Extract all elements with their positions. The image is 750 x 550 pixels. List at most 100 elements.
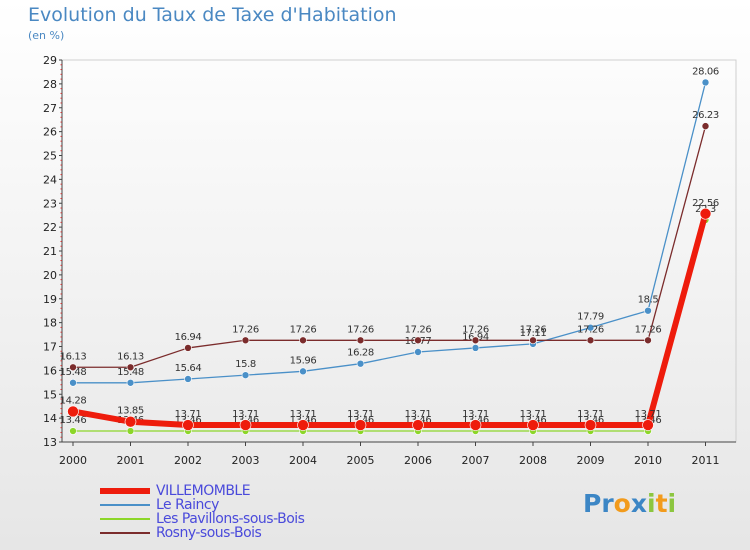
- data-point: [69, 363, 77, 372]
- data-point: [584, 419, 597, 431]
- logo-letter: o: [613, 489, 631, 518]
- data-label: 16.94: [175, 332, 202, 343]
- x-tick-label: 2006: [404, 454, 432, 467]
- x-tick-label: 2005: [347, 454, 375, 467]
- x-tick-label: 2002: [174, 454, 202, 467]
- chart-title: Evolution du Taux de Taxe d'Habitation: [28, 4, 397, 26]
- data-point: [471, 344, 480, 352]
- x-tick-label: 2007: [462, 454, 490, 467]
- data-label: 15.48: [60, 367, 87, 378]
- data-label: 15.96: [290, 355, 317, 366]
- legend-item: VILLEMOMBLE: [100, 483, 360, 499]
- legend-swatch: [100, 504, 150, 506]
- y-tick-label: 28: [43, 78, 57, 91]
- logo-letter: i: [647, 489, 656, 518]
- data-label: 17.79: [577, 312, 604, 323]
- data-point: [469, 419, 482, 431]
- data-label: 13.85: [117, 406, 144, 417]
- data-point: [699, 207, 712, 220]
- logo-letter: P: [583, 489, 602, 518]
- logo-letter: i: [667, 489, 677, 518]
- data-label: 28.06: [692, 66, 719, 77]
- data-label: 13.71: [462, 409, 489, 420]
- y-tick-label: 18: [43, 317, 57, 330]
- data-label: 17.26: [635, 324, 662, 335]
- series-line: [70, 210, 709, 429]
- x-tick-label: 2000: [59, 454, 87, 467]
- data-point: [527, 419, 539, 431]
- data-label: 16.28: [347, 348, 374, 359]
- data-point: [701, 122, 710, 130]
- y-tick-label: 22: [43, 221, 57, 234]
- plot-frame: [61, 59, 737, 443]
- data-point: [586, 323, 595, 332]
- data-label: 14.28: [60, 395, 87, 406]
- x-tick-label: 2003: [232, 454, 260, 467]
- y-tick-label: 16: [43, 364, 57, 377]
- data-point: [126, 363, 135, 372]
- data-label: 17.26: [290, 324, 317, 335]
- data-label: 17.26: [405, 324, 432, 335]
- y-tick-label: 26: [43, 126, 57, 139]
- logo-letter: t: [655, 489, 668, 518]
- x-tick-label: 2011: [692, 454, 720, 467]
- data-point: [124, 415, 137, 428]
- data-label: 17.26: [577, 324, 604, 335]
- data-label: 13.71: [232, 409, 259, 420]
- y-tick-label: 19: [43, 293, 57, 306]
- y-tick-label: 13: [43, 436, 57, 449]
- data-label: 15.64: [175, 363, 202, 374]
- data-point: [701, 78, 710, 87]
- data-label: 13.46: [60, 415, 87, 426]
- data-point: [414, 348, 422, 356]
- data-point: [241, 336, 250, 345]
- y-tick-label: 24: [43, 173, 57, 186]
- data-label: 18.5: [638, 295, 659, 306]
- x-tick-label: 2008: [519, 454, 547, 467]
- data-label: 26.23: [692, 110, 719, 121]
- chart-unit: (en %): [28, 29, 65, 42]
- legend: VILLEMOMBLE Le Raincy Les Pavillons-sous-B…: [100, 483, 360, 541]
- legend-swatch: [100, 532, 150, 534]
- data-label: 16.13: [60, 351, 87, 362]
- y-tick-label: 17: [43, 341, 57, 354]
- data-point: [299, 367, 307, 376]
- x-tick-label: 2001: [117, 454, 145, 467]
- y-tick-label: 23: [43, 197, 57, 210]
- x-tick-label: 2004: [289, 454, 317, 467]
- legend-label: Les Pavillons-sous-Bois: [156, 511, 305, 527]
- data-point: [644, 306, 652, 315]
- data-point: [529, 336, 537, 345]
- data-label: 13.71: [347, 409, 374, 420]
- legend-label: VILLEMOMBLE: [156, 483, 251, 499]
- data-point: [184, 344, 192, 352]
- data-label: 17.26: [462, 324, 489, 335]
- data-label: 16.13: [117, 351, 144, 362]
- data-point: [299, 336, 307, 345]
- data-point: [184, 375, 192, 383]
- data-label: 17.11: [520, 328, 547, 339]
- data-label: 13.71: [635, 409, 662, 420]
- legend-swatch: [100, 488, 150, 494]
- x-tick-label: 2010: [634, 454, 662, 467]
- data-point: [239, 419, 252, 431]
- logo-letter: x: [630, 489, 647, 518]
- y-tick-label: 29: [43, 54, 57, 67]
- data-label: 17.26: [232, 324, 259, 335]
- legend-label: Rosny-sous-Bois: [156, 525, 262, 541]
- data-label: 17.26: [520, 324, 547, 335]
- data-point: [67, 405, 79, 418]
- legend-item: Le Raincy: [100, 497, 360, 513]
- y-tick-label: 25: [43, 150, 57, 163]
- series-line: [72, 219, 707, 432]
- data-point: [126, 378, 135, 387]
- legend-item: Les Pavillons-sous-Bois: [100, 511, 360, 527]
- series-line: [72, 81, 707, 384]
- data-point: [69, 378, 77, 387]
- data-point: [356, 359, 365, 368]
- data-point: [356, 336, 365, 345]
- data-label: 13.71: [577, 409, 604, 420]
- y-tick-label: 21: [43, 245, 57, 258]
- proxiti-logo: Proxiti: [583, 489, 676, 518]
